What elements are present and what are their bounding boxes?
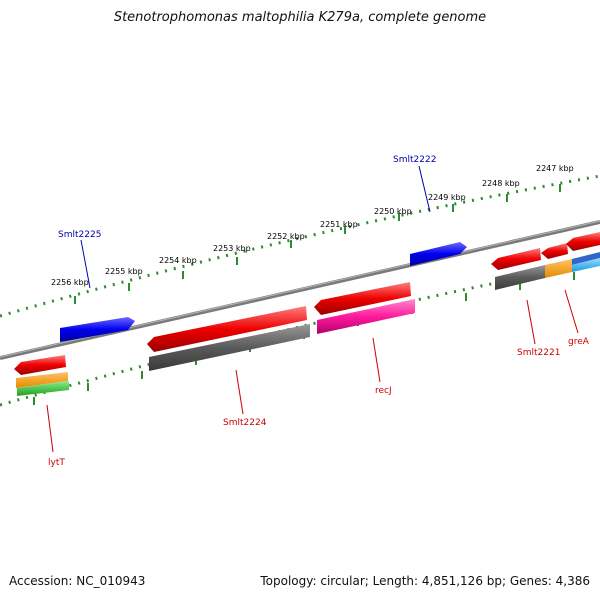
ruler-label-2253: 2253 kbp: [213, 244, 251, 253]
ruler-label-2254: 2254 kbp: [159, 256, 197, 265]
label-recJ: recJ: [375, 386, 392, 396]
cog-track-lytT-orange[interactable]: [16, 372, 68, 388]
map-title: Stenotrophomonas maltophilia K279a, comp…: [113, 10, 487, 25]
gene-smlt2221[interactable]: [491, 248, 541, 270]
gene-right-edge[interactable]: [566, 232, 600, 251]
ruler-label-2249: 2249 kbp: [428, 193, 466, 202]
gene-recJ[interactable]: [314, 282, 411, 315]
ruler-label-2247: 2247 kbp: [536, 164, 574, 173]
ruler-labels: 2247 kbp 2248 kbp 2249 kbp 2250 kbp 2251…: [51, 164, 574, 287]
label-greA: greA: [568, 337, 590, 347]
label-smlt2221: Smlt2221: [517, 348, 560, 358]
rna-track-smlt2221[interactable]: [495, 265, 545, 290]
cog-track-recJ[interactable]: [317, 299, 415, 334]
ruler-label-2256: 2256 kbp: [51, 278, 89, 287]
cog-track-right-blue[interactable]: [572, 252, 600, 265]
ruler-label-2255: 2255 kbp: [105, 267, 143, 276]
cog-track-greA-orange[interactable]: [545, 259, 572, 278]
cog-track-lytT-green[interactable]: [17, 381, 69, 396]
label-smlt2224: Smlt2224: [223, 418, 267, 428]
inner-ruler-major-ticks: [33, 272, 575, 405]
gene-smlt2225[interactable]: [60, 317, 135, 342]
label-lytT: lytT: [48, 458, 65, 468]
gene-lytT[interactable]: [14, 355, 66, 375]
label-leader-lines: [46, 165, 579, 453]
outer-ruler-major-ticks: [74, 184, 561, 304]
cog-track-right-cyan[interactable]: [572, 258, 600, 272]
genome-summary-text: Topology: circular; Length: 4,851,126 bp…: [260, 574, 590, 588]
gene-smlt2224[interactable]: [147, 306, 307, 352]
gene-smlt2222[interactable]: [410, 242, 467, 266]
accession-text: Accession: NC_010943: [9, 574, 146, 588]
label-smlt2222: Smlt2222: [393, 155, 436, 165]
outer-ruler-track: [0, 174, 600, 318]
ruler-label-2251: 2251 kbp: [320, 220, 358, 229]
ruler-label-2250: 2250 kbp: [374, 207, 412, 216]
rna-track-smlt2224[interactable]: [149, 324, 310, 371]
genome-backbone: [0, 220, 600, 360]
ruler-label-2248: 2248 kbp: [482, 179, 520, 188]
gene-greA[interactable]: [541, 243, 568, 259]
ruler-label-2252: 2252 kbp: [267, 232, 305, 241]
label-smlt2225: Smlt2225: [58, 230, 101, 240]
